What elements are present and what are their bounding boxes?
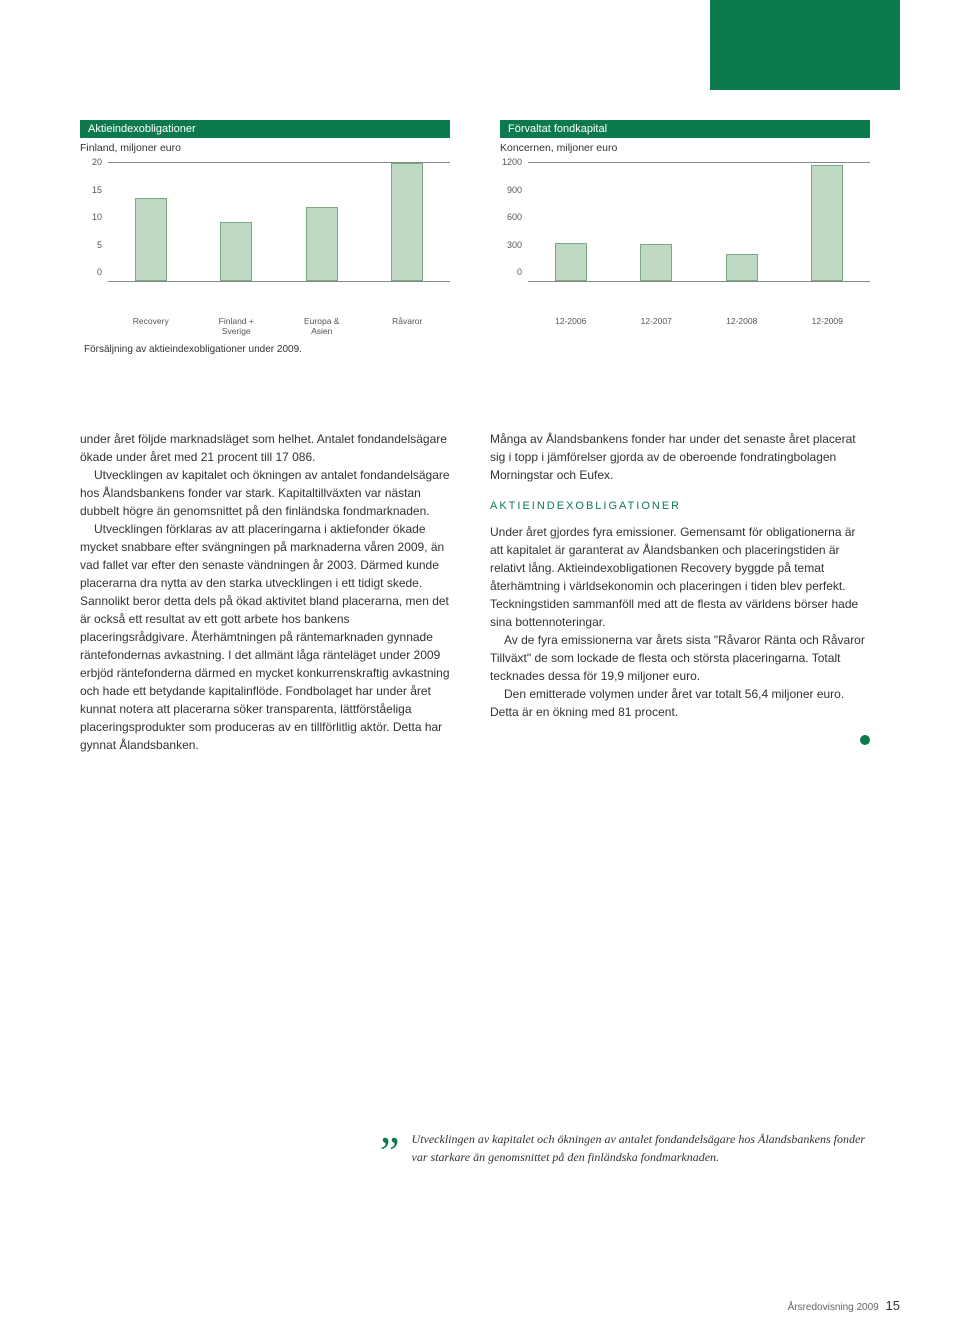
header-accent-block [710,0,900,90]
chart-fondkapital: Förvaltat fondkapital Koncernen, miljone… [500,120,870,355]
para: Av de fyra emissionerna var årets sista … [490,631,870,685]
chart2-xlabels: 12-2006 12-2007 12-2008 12-2009 [528,316,870,326]
section-heading: AKTIEINDEXOBLIGATIONER [490,498,870,515]
xlabel-line2: Asien [311,326,332,336]
bar [555,243,587,281]
chart1-subtitle: Finland, miljoner euro [80,138,450,162]
bar [391,163,423,281]
ytick: 600 [500,212,522,222]
xlabel-line1: Finland + [219,316,254,326]
chart1-yaxis: 20 15 10 5 0 [80,162,108,282]
ytick: 1200 [500,157,522,167]
xlabel: 12-2007 [614,316,700,326]
ytick: 900 [500,185,522,195]
page-number: 15 [886,1298,900,1313]
xlabel: Råvaror [365,316,451,336]
chart1-caption: Försäljning av aktieindexobligationer un… [84,344,450,355]
end-bullet-icon [860,735,870,745]
charts-row: Aktieindexobligationer Finland, miljoner… [80,120,870,355]
xlabel: 12-2009 [785,316,871,326]
para: Många av Ålandsbankens fonder har under … [490,430,870,484]
pullquote-text: Utvecklingen av kapitalet och ökningen a… [412,1130,870,1166]
xlabel: Europa &Asien [279,316,365,336]
chart2-yaxis: 1200 900 600 300 0 [500,162,528,282]
xlabel-line2: Sverige [222,326,251,336]
footer-label: Årsredovisning 2009 [788,1302,879,1313]
para: Utvecklingen förklaras av att placeringa… [80,520,460,754]
ytick: 5 [80,240,102,250]
body-text: under året följde marknadsläget som helh… [80,430,870,754]
chart1-bars [108,163,450,281]
para: Under året gjordes fyra emissioner. Geme… [490,523,870,631]
chart-aktieindex: Aktieindexobligationer Finland, miljoner… [80,120,450,355]
chart2-bars [528,163,870,281]
chart1-title: Aktieindexobligationer [80,120,450,138]
ytick: 0 [80,267,102,277]
chart2-area: 1200 900 600 300 0 [500,162,870,312]
chart1-area: 20 15 10 5 0 [80,162,450,312]
chart1-plot [108,162,450,282]
chart2-title: Förvaltat fondkapital [500,120,870,138]
bar [135,198,167,281]
bar [306,207,338,281]
para: Den emitterade volymen under året var to… [490,685,870,721]
ytick: 10 [80,212,102,222]
xlabel-text: Recovery [133,316,169,326]
xlabel: 12-2008 [699,316,785,326]
chart1-xlabels: Recovery Finland +Sverige Europa &Asien … [108,316,450,336]
bar [640,244,672,281]
ytick: 0 [500,267,522,277]
para: under året följde marknadsläget som helh… [80,430,460,466]
chart2-plot [528,162,870,282]
xlabel: Recovery [108,316,194,336]
quote-mark-icon: ” [380,1140,400,1166]
chart2-subtitle: Koncernen, miljoner euro [500,138,870,162]
xlabel: 12-2006 [528,316,614,326]
pullquote-block: ” Utvecklingen av kapitalet och ökningen… [380,1130,870,1166]
right-column: Många av Ålandsbankens fonder har under … [490,430,870,754]
ytick: 15 [80,185,102,195]
ytick: 300 [500,240,522,250]
bar [726,254,758,281]
page-footer: Årsredovisning 2009 15 [788,1298,900,1313]
left-column: under året följde marknadsläget som helh… [80,430,460,754]
para: Utvecklingen av kapitalet och ökningen a… [80,466,460,520]
bar [811,165,843,281]
ytick: 20 [80,157,102,167]
xlabel-text: Råvaror [392,316,422,326]
xlabel-line1: Europa & [304,316,339,326]
xlabel: Finland +Sverige [194,316,280,336]
bar [220,222,252,281]
